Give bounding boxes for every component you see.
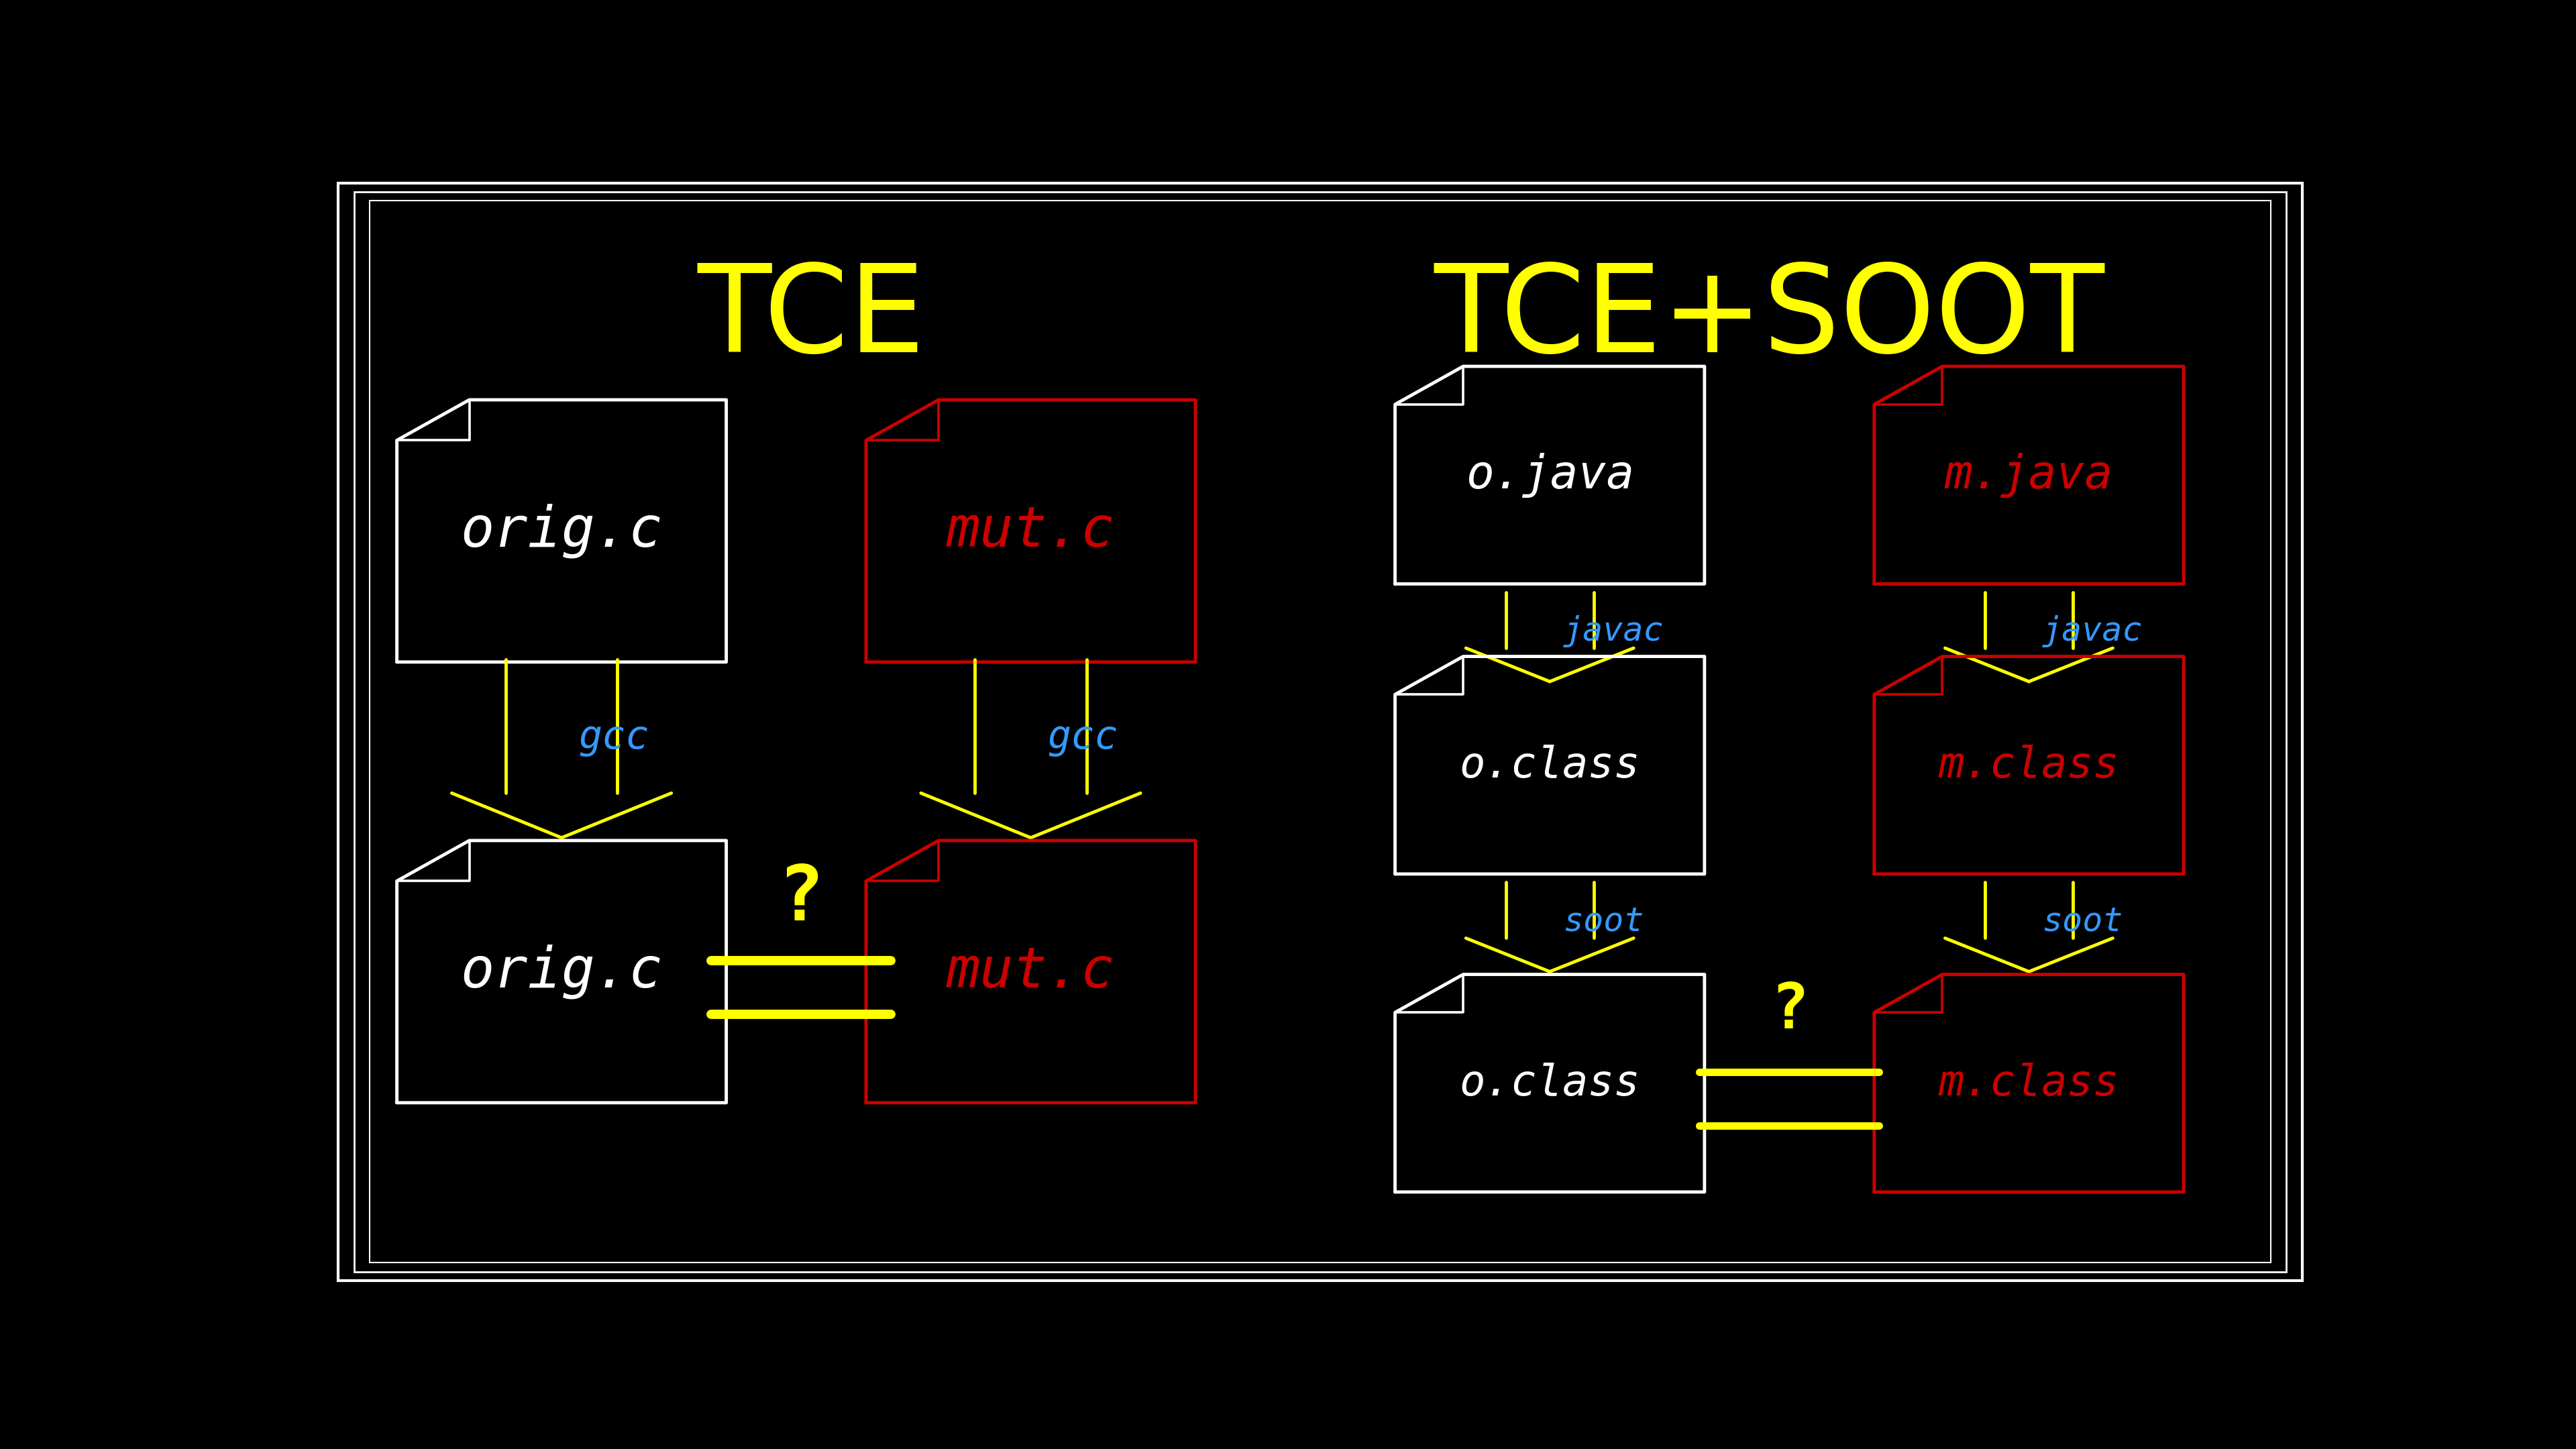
- Text: gcc: gcc: [580, 719, 649, 756]
- Text: orig.c: orig.c: [461, 945, 662, 998]
- Text: o.java: o.java: [1466, 452, 1633, 497]
- Text: TCE+SOOT: TCE+SOOT: [1435, 259, 2105, 378]
- Text: soot: soot: [2043, 906, 2123, 938]
- Text: ?: ?: [1770, 980, 1808, 1042]
- Text: o.class: o.class: [1461, 745, 1641, 785]
- Text: m.java: m.java: [1945, 452, 2112, 497]
- Text: o.class: o.class: [1461, 1062, 1641, 1104]
- Text: m.class: m.class: [1940, 1062, 2120, 1104]
- Text: orig.c: orig.c: [461, 504, 662, 558]
- Text: ?: ?: [778, 862, 824, 936]
- Text: soot: soot: [1564, 906, 1643, 938]
- Text: mut.c: mut.c: [945, 945, 1115, 998]
- Text: TCE: TCE: [698, 259, 925, 378]
- Text: mut.c: mut.c: [945, 504, 1115, 558]
- Text: javac: javac: [2043, 616, 2143, 648]
- Text: m.class: m.class: [1940, 745, 2120, 785]
- Text: gcc: gcc: [1048, 719, 1118, 756]
- Text: javac: javac: [1564, 616, 1664, 648]
